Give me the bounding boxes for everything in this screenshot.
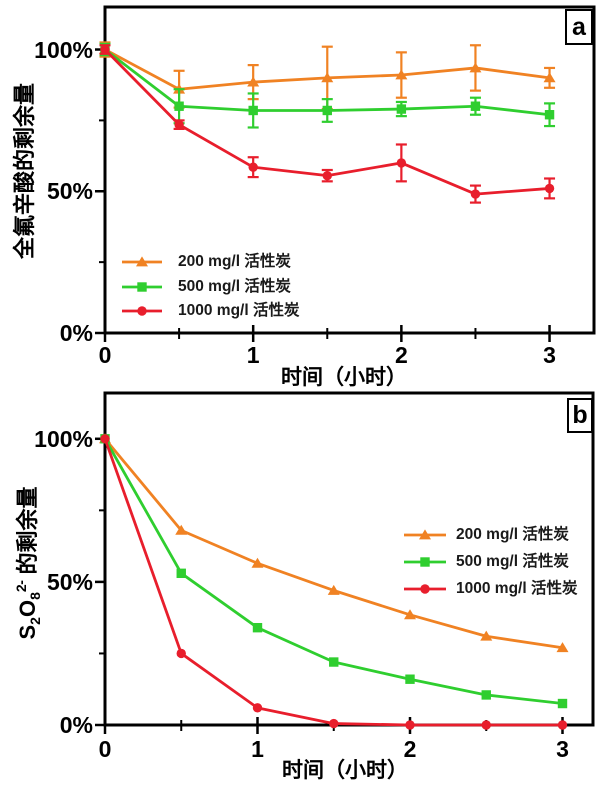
- plot-border-a: [103, 5, 596, 335]
- series-marker-b-1-3: [329, 657, 339, 667]
- series-marker-b-0-3: [327, 584, 340, 595]
- series-b-1: [100, 434, 568, 709]
- axis-ticks-b: [95, 437, 564, 734]
- axis-ticks-a: [95, 48, 551, 342]
- series-marker-a-1-3: [322, 105, 332, 116]
- series-marker-a-1-4: [396, 104, 407, 114]
- series-marker-a-2-6: [544, 183, 555, 194]
- series-marker-b-0-1: [175, 524, 188, 535]
- series-b-2: [100, 434, 568, 730]
- series-marker-a-0-6: [543, 72, 556, 83]
- series-marker-b-1-1: [176, 568, 186, 579]
- series-marker-a-2-1: [174, 119, 184, 130]
- series-marker-b-1-5: [481, 690, 491, 700]
- series-marker-b-0-4: [404, 609, 416, 620]
- series-line-b-2: [103, 437, 564, 727]
- series-marker-b-0-5: [480, 630, 493, 641]
- series-marker-a-1-2: [248, 105, 258, 116]
- series-marker-b-2-5: [481, 720, 491, 730]
- series-marker-a-2-2: [248, 162, 258, 172]
- series-marker-a-0-4: [395, 69, 408, 80]
- series-marker-a-0-5: [469, 62, 482, 73]
- series-marker-a-0-2: [247, 76, 260, 87]
- series-marker-b-0-2: [251, 557, 264, 568]
- series-marker-b-1-2: [252, 622, 263, 633]
- series-marker-b-1-6: [557, 698, 568, 709]
- series-marker-a-2-0: [100, 44, 110, 55]
- series-marker-a-2-5: [470, 189, 481, 199]
- series-marker-a-1-1: [174, 101, 184, 111]
- series-marker-a-1-5: [470, 101, 481, 111]
- series-a-2: [99, 44, 556, 204]
- series-marker-b-2-6: [557, 720, 568, 730]
- series-marker-b-2-2: [252, 703, 263, 713]
- series-marker-a-2-4: [396, 158, 407, 168]
- series-line-b-0: [103, 437, 564, 650]
- series-marker-b-2-3: [329, 718, 339, 729]
- series-marker-b-2-0: [100, 434, 110, 444]
- series-marker-a-2-3: [322, 170, 332, 181]
- series-marker-b-0-6: [556, 642, 569, 653]
- series-marker-b-1-4: [405, 674, 415, 684]
- plot-border-b: [103, 391, 595, 727]
- series-marker-b-2-1: [176, 648, 186, 659]
- series-marker-a-0-3: [321, 72, 334, 83]
- series-marker-a-1-6: [544, 110, 555, 120]
- series-marker-b-2-4: [405, 720, 415, 730]
